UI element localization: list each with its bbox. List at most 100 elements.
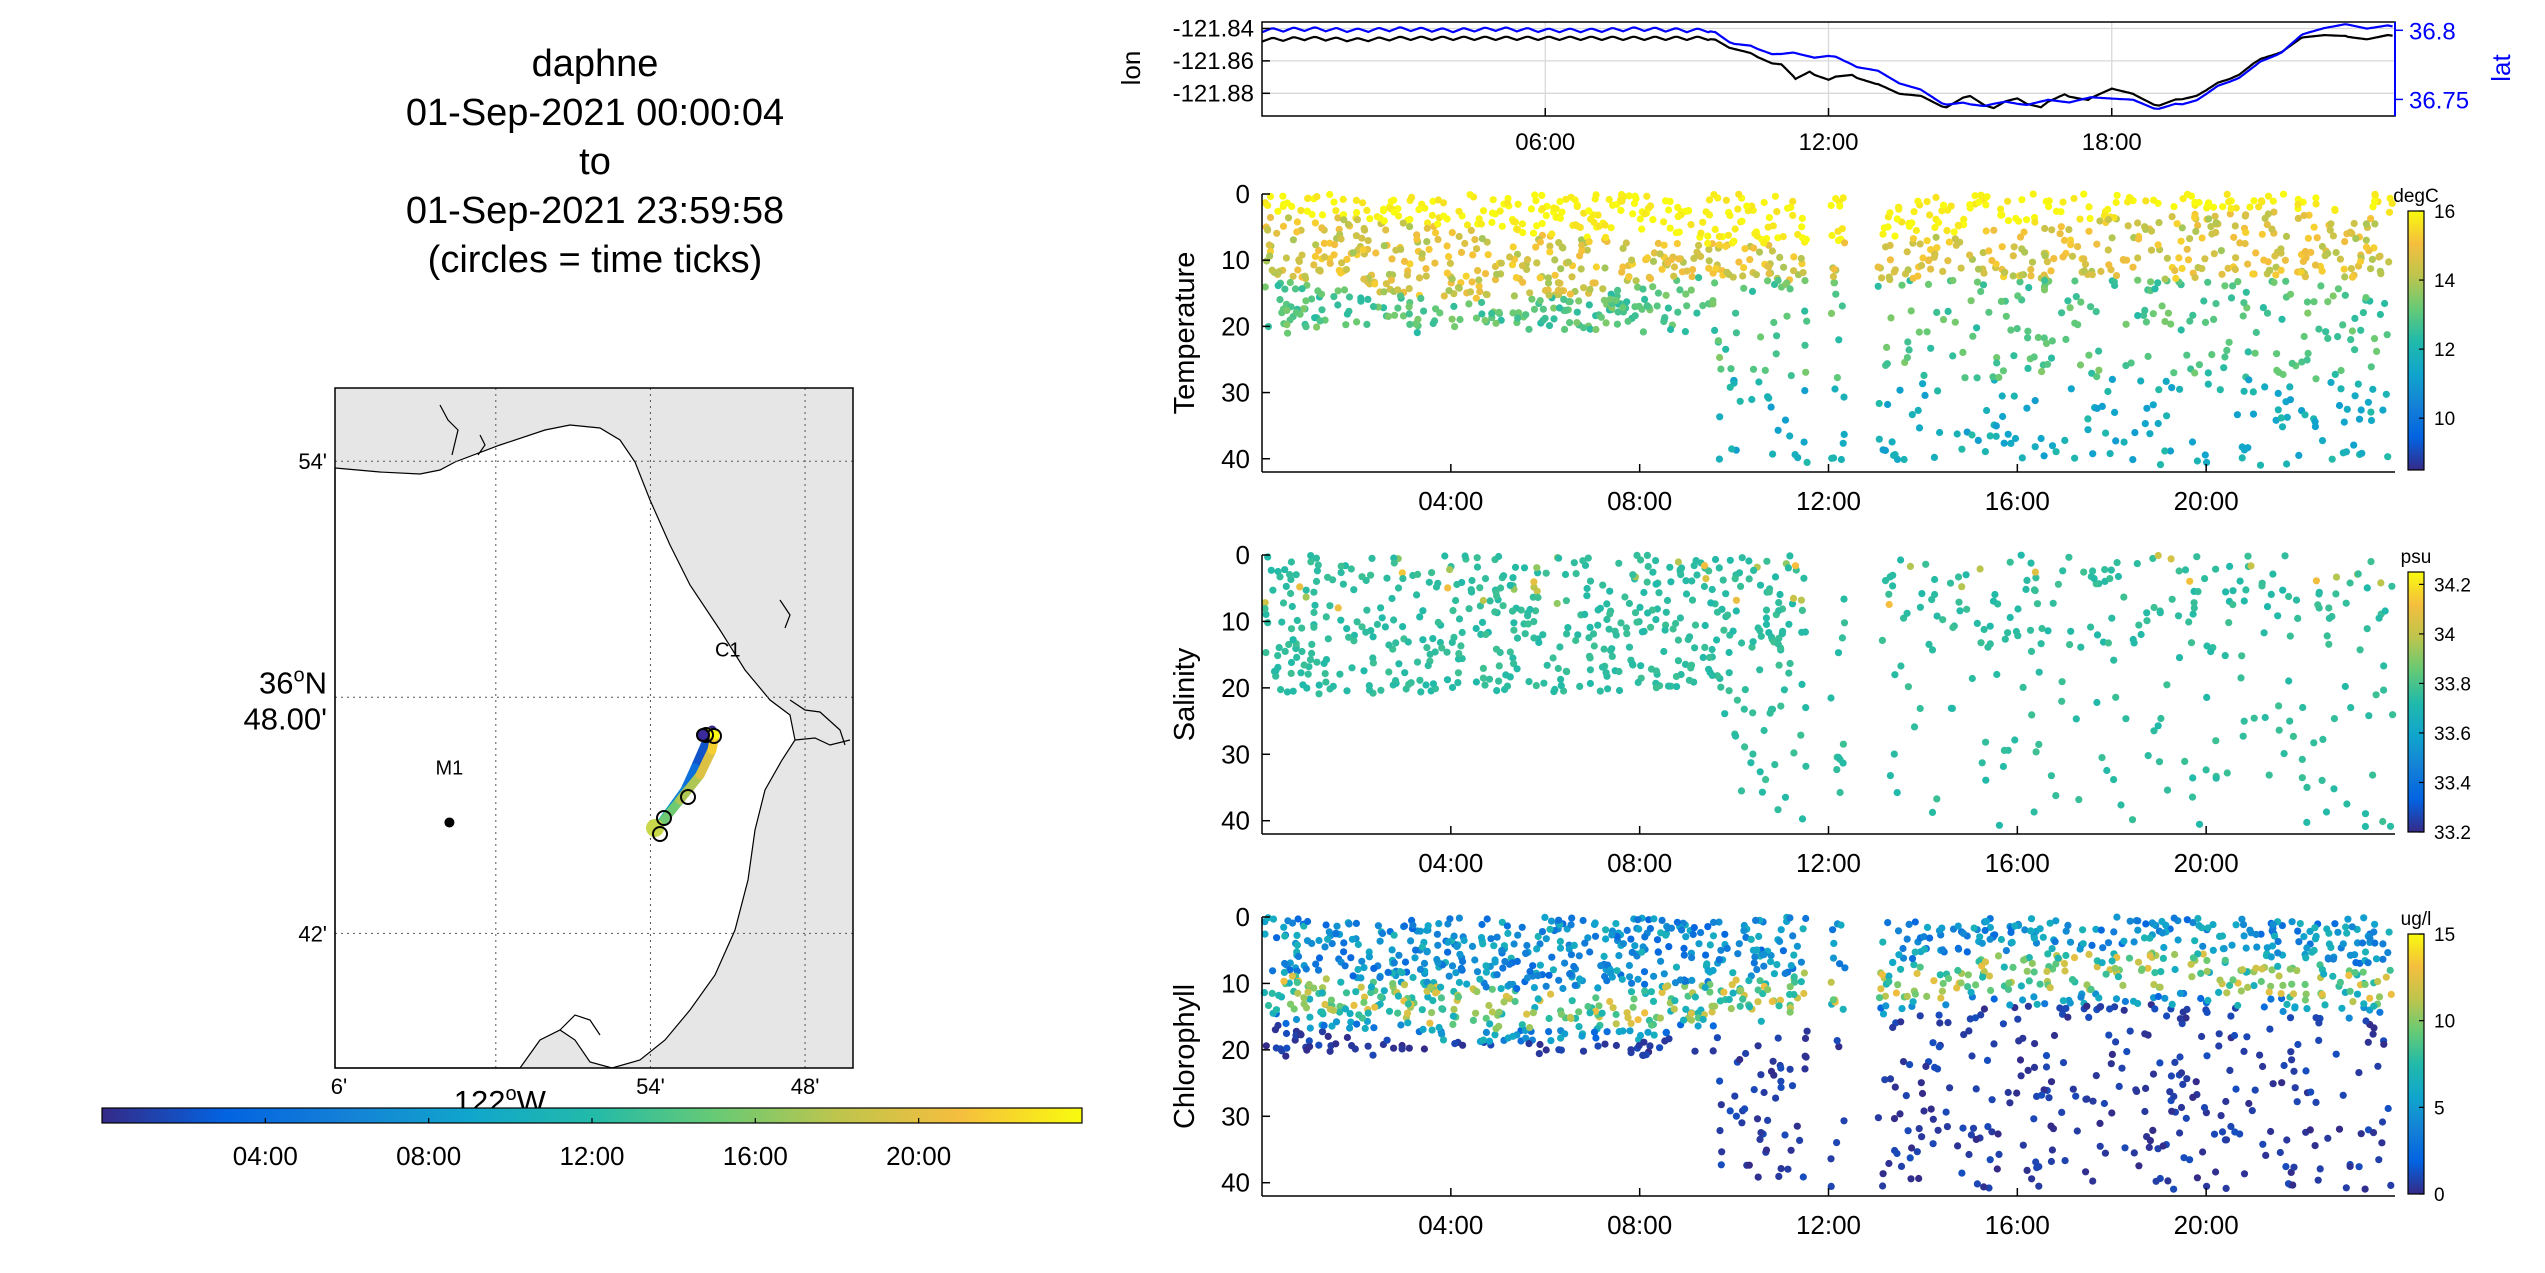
data-point <box>1485 1001 1493 1010</box>
data-point <box>1361 226 1369 234</box>
data-point <box>1575 1023 1583 1031</box>
data-point <box>1877 985 1885 993</box>
data-point <box>2332 573 2341 581</box>
colorbar-tick-label: 12 <box>2434 340 2455 361</box>
data-point <box>1773 332 1781 340</box>
data-point <box>1999 412 2007 421</box>
data-point <box>1539 316 1547 325</box>
data-point <box>2045 197 2053 205</box>
data-point <box>2354 570 2362 578</box>
data-point <box>1612 1010 1620 1019</box>
data-point <box>2111 964 2119 972</box>
data-point <box>1315 936 1323 945</box>
data-point <box>1473 563 1482 571</box>
data-point <box>1568 914 1576 922</box>
data-point <box>1699 1015 1707 1024</box>
data-point <box>2065 553 2073 561</box>
data-point <box>1708 645 1716 654</box>
data-point <box>2178 264 2186 273</box>
data-point <box>1366 215 1374 223</box>
data-point <box>1342 989 1351 997</box>
data-point <box>1392 639 1400 647</box>
data-point <box>1287 558 1295 566</box>
data-point <box>2226 981 2234 990</box>
data-point <box>2134 926 2142 934</box>
data-point <box>1840 430 1848 438</box>
y-tick-label: 10 <box>1221 606 1250 636</box>
data-point <box>2133 560 2141 568</box>
data-point <box>2380 1040 2388 1048</box>
data-point <box>2237 674 2245 682</box>
data-point <box>1450 1005 1458 1014</box>
data-point <box>1493 687 1501 695</box>
data-point <box>1491 1031 1499 1039</box>
data-point <box>2080 190 2088 198</box>
data-point <box>1954 573 1963 581</box>
data-point <box>1639 328 1647 336</box>
data-point <box>1477 934 1486 942</box>
data-point <box>1879 1170 1887 1178</box>
data-point <box>2039 933 2047 941</box>
data-point <box>2031 443 2039 451</box>
data-point <box>1977 1011 1985 1019</box>
data-point <box>1612 296 1620 304</box>
data-point <box>2346 951 2354 959</box>
data-point <box>1907 307 1915 315</box>
data-point <box>1474 267 1482 275</box>
data-point <box>2240 1170 2249 1178</box>
data-point <box>1345 920 1353 928</box>
data-point <box>2061 967 2069 975</box>
x-tick-label: 08:00 <box>1607 1210 1672 1240</box>
data-point <box>1453 580 1461 589</box>
data-point <box>1966 201 1974 209</box>
data-point <box>1786 983 1794 991</box>
data-point <box>2186 235 2194 243</box>
data-point <box>1894 981 1902 989</box>
data-point <box>2384 1104 2392 1113</box>
data-point <box>1639 1051 1647 1059</box>
data-point <box>1286 278 1294 287</box>
data-point <box>1469 1016 1477 1024</box>
data-point <box>1929 1140 1937 1148</box>
data-point <box>1501 957 1509 966</box>
data-point <box>1674 558 1682 566</box>
data-point <box>1981 448 1989 456</box>
data-point <box>1435 920 1443 928</box>
data-point <box>1735 190 1743 198</box>
data-point <box>1979 249 1987 257</box>
data-point <box>1643 254 1651 262</box>
data-point <box>2144 752 2152 760</box>
data-point <box>1340 286 1349 294</box>
data-point <box>1412 320 1420 328</box>
data-point <box>2321 1001 2329 1009</box>
data-point <box>1399 312 1408 320</box>
data-point <box>2219 945 2227 953</box>
data-point <box>2058 678 2066 686</box>
data-point <box>1529 1009 1537 1017</box>
data-point <box>1798 815 1807 823</box>
data-point <box>1782 280 1790 288</box>
data-point <box>1499 964 1507 972</box>
data-point <box>1523 1010 1531 1018</box>
data-point <box>1502 992 1510 1000</box>
data-point <box>1765 629 1773 637</box>
data-point <box>1586 679 1594 688</box>
data-point <box>1918 590 1926 598</box>
data-point <box>1891 232 1899 240</box>
data-point <box>1352 196 1360 204</box>
data-point <box>2318 776 2326 785</box>
data-point <box>1557 682 1565 690</box>
data-point <box>2141 1030 2149 1038</box>
data-point <box>1732 732 1740 740</box>
station-marker <box>444 817 455 828</box>
data-point <box>2058 697 2066 705</box>
data-point <box>2110 214 2118 222</box>
data-point <box>1786 1008 1794 1016</box>
data-point <box>1906 562 1914 571</box>
data-point <box>2179 1008 2187 1016</box>
data-point <box>1931 590 1939 599</box>
data-point <box>1383 574 1391 582</box>
data-point <box>2382 390 2390 398</box>
data-point <box>2151 1005 2159 1013</box>
data-point <box>1973 619 1981 628</box>
